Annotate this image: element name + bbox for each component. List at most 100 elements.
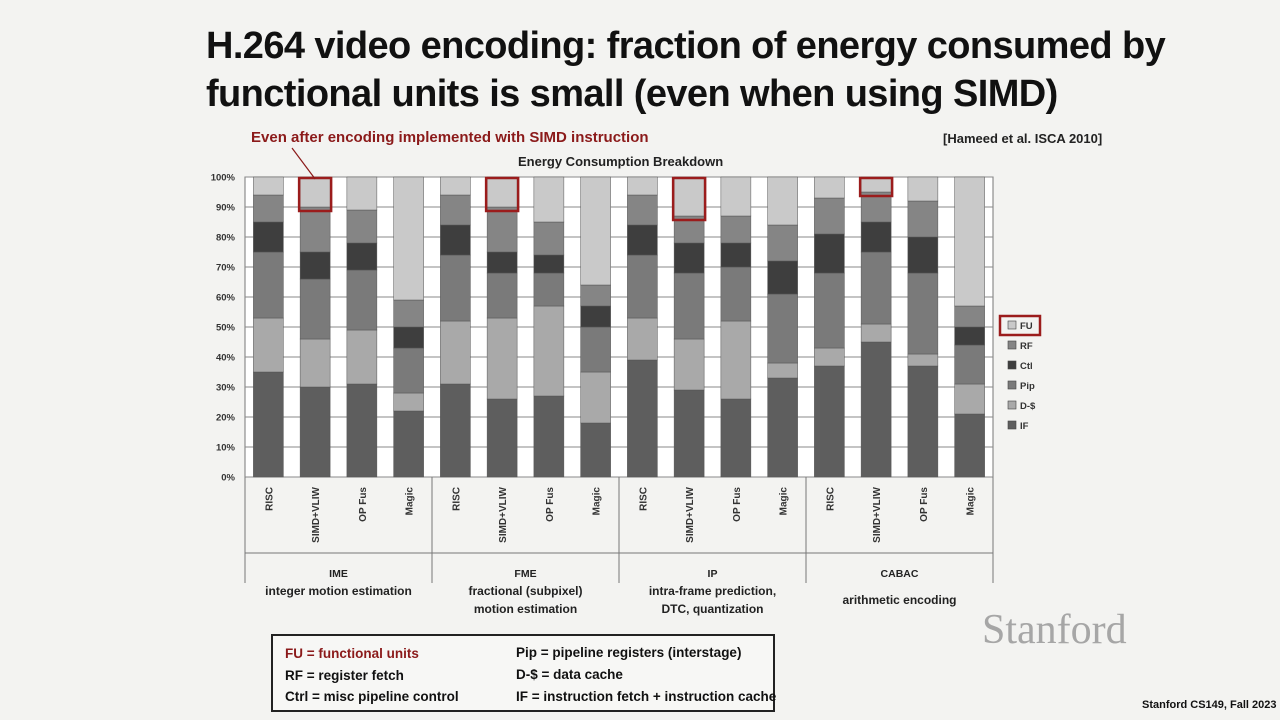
legend-swatch-fu <box>1007 320 1017 330</box>
bar-segment-d <box>720 320 752 400</box>
x-category-label: RISC <box>451 487 462 511</box>
x-category-label: SIMD+VLIW <box>498 486 509 542</box>
slide-title-line-1: H.264 video encoding: fraction of energy… <box>206 25 1166 67</box>
legend-swatch-ctl <box>1007 360 1017 370</box>
bar-segment-fu <box>954 176 985 307</box>
bar-segment-fu <box>533 176 565 223</box>
bar-segment-fu <box>673 176 705 217</box>
bar-segment-fu <box>346 176 378 211</box>
bar-segment-if <box>346 383 378 478</box>
bar-segment-d <box>486 317 518 400</box>
bar-segment-fu <box>720 176 752 217</box>
bar-segment-if <box>253 371 284 478</box>
legend-swatch-rf <box>1007 340 1017 350</box>
x-category-label: RISC <box>638 487 649 511</box>
group-code-label: CABAC <box>881 568 919 580</box>
bar-segment-rf <box>440 194 471 226</box>
group-code-label: IP <box>708 568 718 580</box>
group-name-label: integer motion estimation <box>265 584 412 598</box>
bar-segment-rf <box>954 305 985 328</box>
y-tick-label: 40% <box>216 353 236 364</box>
bar-segment-pip <box>860 251 892 325</box>
bar-segment-ctl <box>814 233 845 274</box>
legend-label: Pip <box>1020 381 1035 392</box>
bar-segment-rf <box>486 206 518 253</box>
bar-segment-if <box>814 365 845 478</box>
legend-highlight-box <box>998 314 1042 337</box>
slide-title-line-2: functional units is small (even when usi… <box>206 73 1058 115</box>
y-tick-label: 80% <box>216 233 236 244</box>
legend-label: FU <box>1020 321 1033 332</box>
y-tick-label: 10% <box>216 443 236 454</box>
bar-segment-if <box>393 410 424 478</box>
bar-segment-pip <box>533 272 565 307</box>
group-code-label: FME <box>514 568 536 580</box>
bar-segment-ctl <box>440 224 471 256</box>
bar-segment-pip <box>580 326 611 373</box>
x-category-label: SIMD+VLIW <box>685 486 696 542</box>
group-code-label: IME <box>329 568 348 580</box>
bar-segment-rf <box>533 221 565 256</box>
group-name-label: fractional (subpixel) <box>468 584 582 598</box>
bar-segment-fu <box>580 176 611 286</box>
bar-segment-rf <box>346 209 378 244</box>
x-category-label: SIMD+VLIW <box>311 486 322 542</box>
bar-segment-if <box>720 398 752 478</box>
bar-segment-ctl <box>673 242 705 274</box>
bar-segment-rf <box>253 194 284 223</box>
bar-segment-rf <box>767 224 798 262</box>
group-name-label-2: DTC, quantization <box>662 602 764 616</box>
y-tick-label: 20% <box>216 413 236 424</box>
bar-segment-pip <box>954 344 985 385</box>
x-category-label: RISC <box>264 487 275 511</box>
bar-segment-d <box>907 353 939 367</box>
bar-segment-ctl <box>253 221 284 253</box>
bar-segment-ctl <box>533 254 565 274</box>
bar-segment-rf <box>720 215 752 244</box>
x-category-label: Magic <box>405 487 416 516</box>
footer: Stanford CS149, Fall 2023 <box>1142 699 1277 711</box>
bar-segment-if <box>440 383 471 478</box>
y-tick-label: 50% <box>216 323 236 334</box>
bar-segment-rf <box>907 200 939 238</box>
x-category-label: RISC <box>825 487 836 511</box>
bar-segment-fu <box>814 176 845 199</box>
bar-segment-rf <box>393 299 424 328</box>
x-category-label: Magic <box>592 487 603 516</box>
bar-segment-pip <box>346 269 378 331</box>
bar-segment-pip <box>907 272 939 355</box>
y-tick-label: 70% <box>216 263 236 274</box>
bar-segment-ctl <box>860 221 892 253</box>
bar-segment-d <box>533 305 565 397</box>
bar-segment-d <box>673 338 705 391</box>
bar-segment-if <box>767 377 798 478</box>
bar-segment-if <box>533 395 565 478</box>
bar-segment-d <box>767 362 798 379</box>
stanford-logo: Stanford <box>982 607 1127 653</box>
bar-segment-d <box>253 317 284 373</box>
bar-segment-rf <box>299 206 331 253</box>
x-category-label: SIMD+VLIW <box>872 486 883 542</box>
bar-segment-fu <box>253 176 284 196</box>
bar-segment-d <box>346 329 378 385</box>
bar-segment-pip <box>673 272 705 340</box>
bar-segment-fu <box>627 176 658 196</box>
bar-segment-if <box>486 398 518 478</box>
bar-segment-pip <box>440 254 471 322</box>
x-category-label: OP Fus <box>358 487 369 522</box>
definition-ctrl: Ctrl = misc pipeline control <box>285 689 459 704</box>
bar-segment-ctl <box>907 236 939 274</box>
x-category-label: Magic <box>779 487 790 516</box>
citation: [Hameed et al. ISCA 2010] <box>943 131 1103 146</box>
bar-segment-ctl <box>720 242 752 268</box>
group-name-label: arithmetic encoding <box>842 593 956 607</box>
x-category-label: OP Fus <box>732 487 743 522</box>
annotation-pointer <box>291 147 316 180</box>
bar-segment-d <box>627 317 658 361</box>
x-category-label: Magic <box>966 487 977 516</box>
bar-segment-fu <box>440 176 471 196</box>
bar-segment-pip <box>393 347 424 394</box>
definition-if: IF = instruction fetch + instruction cac… <box>516 689 777 704</box>
bar-segment-pip <box>627 254 658 319</box>
y-tick-label: 60% <box>216 293 236 304</box>
